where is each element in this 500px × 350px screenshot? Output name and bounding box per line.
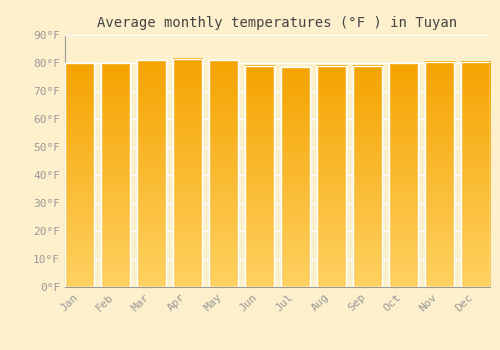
Bar — [460, 62, 490, 287]
Bar — [388, 63, 418, 287]
Bar — [209, 60, 238, 287]
Bar — [173, 59, 203, 287]
Bar — [245, 66, 274, 287]
Bar — [316, 66, 346, 287]
Bar — [209, 60, 238, 287]
Bar — [137, 60, 166, 287]
Bar — [424, 62, 454, 287]
Bar — [101, 63, 130, 287]
Bar — [352, 66, 382, 287]
Bar — [352, 66, 382, 287]
Bar — [424, 62, 454, 287]
Bar — [173, 59, 203, 287]
Bar — [245, 66, 274, 287]
Bar — [316, 66, 346, 287]
Bar — [460, 62, 490, 287]
Bar — [101, 63, 130, 287]
Bar — [137, 60, 166, 287]
Bar — [280, 67, 310, 287]
Bar — [280, 67, 310, 287]
Bar — [65, 63, 94, 287]
Title: Average monthly temperatures (°F ) in Tuyan: Average monthly temperatures (°F ) in Tu… — [98, 16, 458, 30]
Bar — [65, 63, 94, 287]
Bar — [388, 63, 418, 287]
